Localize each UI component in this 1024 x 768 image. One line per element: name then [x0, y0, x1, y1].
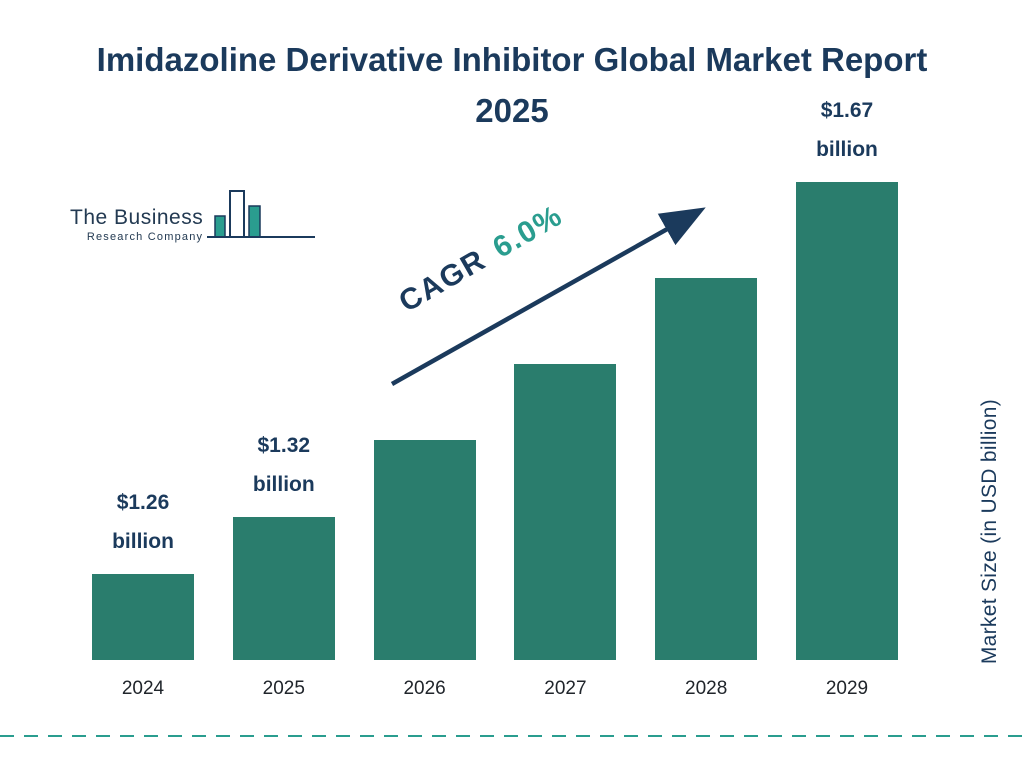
x-tick-label-2028: 2028 — [685, 678, 728, 699]
x-tick-label-2029: 2029 — [825, 678, 869, 699]
bar-2028 — [655, 278, 758, 660]
bar-value-amount: $1.26 — [116, 491, 170, 515]
bar-value-amount: $1.32 — [257, 434, 311, 458]
x-tick-label-2024: 2024 — [121, 678, 165, 699]
page-title: Imidazoline Derivative Inhibitor Global … — [96, 41, 928, 130]
bar-2029 — [795, 182, 898, 660]
bar-2027 — [514, 364, 617, 660]
bar-2025 — [232, 517, 335, 660]
bar-chart-logo-icon — [207, 186, 317, 253]
bar-group-2024: $1.26 billion 2024 — [92, 484, 194, 699]
bar-group-2026: 2026 — [373, 440, 476, 699]
bar-value-label: $1.32 billion — [253, 427, 315, 505]
x-tick-label-2027: 2027 — [544, 678, 587, 699]
logo-line1: The Business — [70, 206, 204, 229]
bar-chart: $1.26 billion 2024 $1.32 billion 2025 20… — [92, 92, 898, 699]
bar-value-unit: billion — [252, 473, 315, 497]
bar-group-2027: 2027 — [514, 364, 617, 699]
bar-group-2028: 2028 — [655, 278, 758, 699]
logo-line2: Research Company — [86, 231, 204, 243]
bar-group-2029: $1.67 billion 2029 — [795, 92, 898, 699]
bar-value-unit: billion — [112, 530, 174, 554]
x-tick-label-2026: 2026 — [403, 678, 446, 699]
bottom-dashed-divider — [0, 735, 1024, 737]
company-logo: The Business Research Company — [70, 186, 317, 253]
x-tick-label-2025: 2025 — [262, 678, 305, 699]
company-logo-text: The Business Research Company — [70, 206, 203, 253]
y-axis-label: Market Size (in USD billion) — [978, 398, 1001, 664]
bar-value-label: $1.26 billion — [112, 484, 174, 562]
bar-2024 — [92, 574, 194, 660]
bar-group-2025: $1.32 billion 2025 — [232, 427, 335, 699]
bar-value-amount: $1.67 — [820, 99, 874, 123]
bar-2026 — [373, 440, 476, 660]
bar-value-label: $1.67 billion — [816, 92, 878, 170]
bar-value-unit: billion — [816, 138, 878, 162]
